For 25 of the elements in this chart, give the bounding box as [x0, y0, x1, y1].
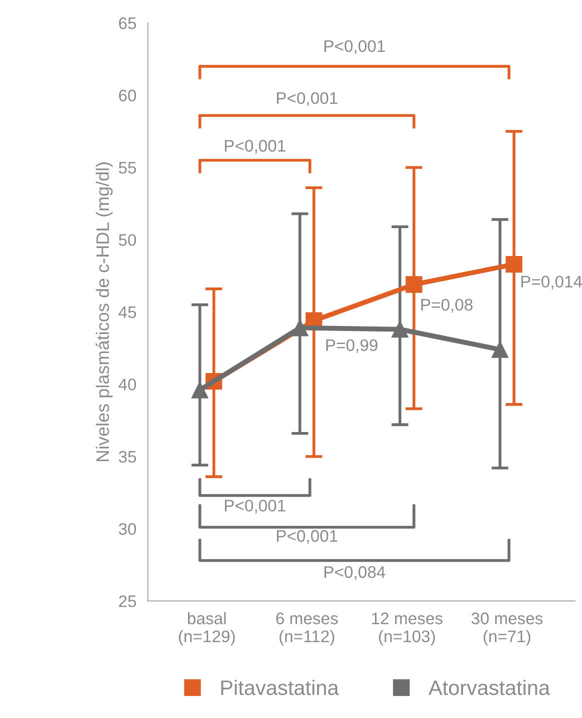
- y-tick-label: 35: [118, 450, 136, 463]
- x-tick-label: basal (n=129): [178, 612, 235, 646]
- annotation: P<0,001: [276, 530, 338, 544]
- legend-label: Atorvastatina: [428, 680, 550, 696]
- legend-label: Pitavastatina: [221, 680, 339, 696]
- y-tick-label: 30: [118, 523, 136, 535]
- annotation: P<0,001: [276, 92, 338, 106]
- annotation: P<0,001: [224, 140, 286, 154]
- text: P=0,014: [521, 276, 582, 290]
- annotation: P<0,001: [224, 500, 286, 514]
- y-tick-label: 40: [118, 378, 136, 390]
- y-tick-label: 25: [119, 595, 136, 608]
- y-tick-label: 50: [118, 234, 136, 246]
- annotation: P<0,001: [324, 40, 385, 54]
- annotation: P<0,084: [324, 566, 386, 580]
- annotation: P=0,99: [326, 339, 378, 354]
- y-tick-label: 65: [119, 17, 136, 30]
- x-tick-label: 6 meses (n=112): [276, 612, 338, 646]
- y-tick-label: 45: [118, 306, 136, 318]
- x-tick-label: 12 meses (n=103): [372, 612, 442, 646]
- y-axis-title: Niveles plasmáticos de c-HDL (mg/dl): [96, 162, 113, 462]
- annotation: P=0,08: [421, 298, 473, 313]
- y-tick-label: 55: [118, 162, 136, 174]
- x-tick-label: 30 meses (n=71): [471, 612, 543, 646]
- y-tick-label: 60: [119, 90, 136, 102]
